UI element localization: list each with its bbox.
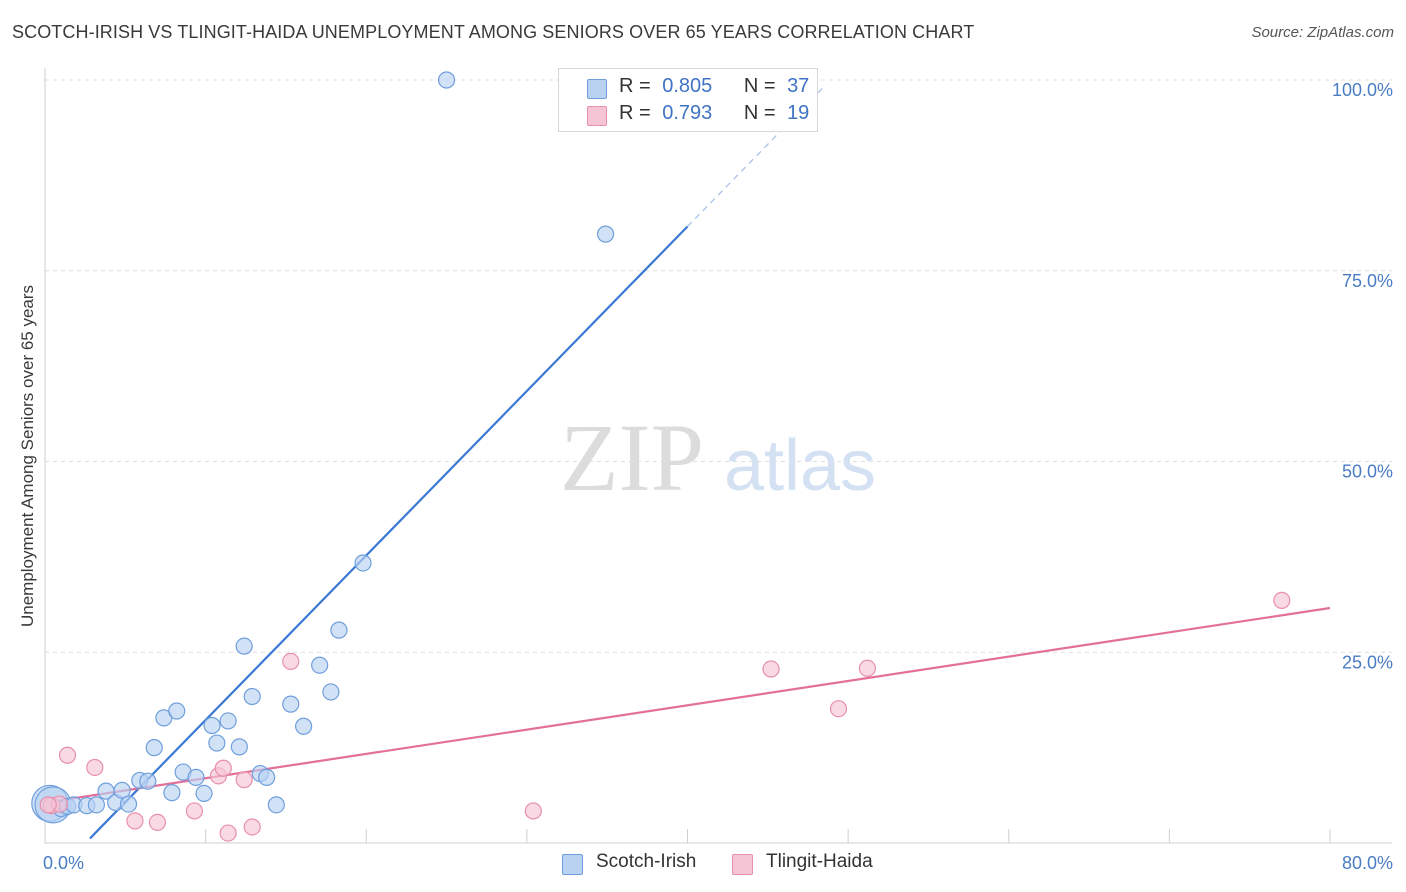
y-tick-label: 50.0% [1342,462,1393,482]
series-name: Scotch-Irish [596,851,697,872]
point-tlingit-haida [219,824,237,842]
point-tlingit-haida [524,802,542,820]
x-tick-label: 0.0% [43,853,84,873]
series-swatch-pink [732,854,753,875]
legend-r-label: R = [619,75,651,97]
point-scotch-irish [195,784,213,803]
legend-r-value: 0.805 [662,75,713,97]
watermark: ZIP atlas [560,404,876,511]
point-scotch-irish [267,796,285,814]
grid-lines [45,79,1392,653]
series-swatch-blue [562,854,583,875]
point-scotch-irish [168,702,186,720]
legend-swatch-pink [587,106,607,126]
point-scotch-irish [87,796,106,814]
legend-n-label: N = [743,75,776,97]
trendline-scotch-irish [89,225,689,840]
point-scotch-irish [113,781,131,799]
data-points [31,71,1291,842]
legend-swatch-blue [587,79,607,99]
point-scotch-irish [219,712,237,730]
point-tlingit-haida [185,802,203,820]
legend-n-value: 19 [787,102,810,124]
point-tlingit-haida [86,758,104,777]
point-tlingit-haida [214,759,232,777]
point-scotch-irish [311,656,329,674]
point-tlingit-haida [58,746,77,764]
point-tlingit-haida [762,660,780,678]
tick-labels: 25.0% 50.0% 75.0% 100.0% 0.0% 80.0% [43,80,1393,873]
point-scotch-irish [235,637,253,655]
point-scotch-irish [139,772,157,790]
watermark-atlas: atlas [724,426,876,506]
point-tlingit-haida [858,659,877,677]
y-tick-label: 100.0% [1332,80,1393,100]
series-name: Tlingit-Haida [766,851,873,872]
point-scotch-irish [187,768,205,786]
legend-r-label: R = [619,102,651,124]
point-scotch-irish [203,716,221,735]
point-tlingit-haida [39,796,57,814]
point-tlingit-haida [1273,591,1291,609]
point-tlingit-haida [282,652,300,671]
point-scotch-irish [322,683,340,701]
legend-n-label: N = [743,102,776,124]
axes [44,68,1392,844]
watermark-zip: ZIP [560,404,704,511]
point-tlingit-haida [235,771,253,789]
y-tick-label: 25.0% [1342,652,1393,672]
point-scotch-irish [437,71,456,89]
x-tick-label: 80.0% [1342,853,1393,873]
point-scotch-irish [295,717,313,735]
point-scotch-irish [119,795,138,813]
point-scotch-irish [230,738,248,756]
point-scotch-irish [243,687,261,706]
chart-title: SCOTCH-IRISH VS TLINGIT-HAIDA UNEMPLOYME… [12,22,975,42]
point-scotch-irish [282,695,300,713]
point-scotch-irish [596,225,615,243]
point-scotch-irish [208,734,226,752]
point-scotch-irish [145,739,163,757]
y-tick-label: 75.0% [1342,271,1393,291]
correlation-legend: R = 0.805 N = 37 R = 0.793 N = 19 [558,68,818,132]
legend-n-value: 37 [787,75,810,97]
point-scotch-irish [354,554,372,572]
point-tlingit-haida [829,700,848,718]
point-scotch-irish [330,621,348,639]
point-tlingit-haida [126,812,144,830]
source-label: Source: ZipAtlas.com [1251,24,1394,41]
point-scotch-irish [163,784,181,802]
legend-r-value: 0.793 [662,102,713,124]
point-scotch-irish [258,768,276,786]
trendline-tlingit-haida [44,606,1331,804]
point-tlingit-haida [148,813,167,831]
point-tlingit-haida [243,818,261,836]
